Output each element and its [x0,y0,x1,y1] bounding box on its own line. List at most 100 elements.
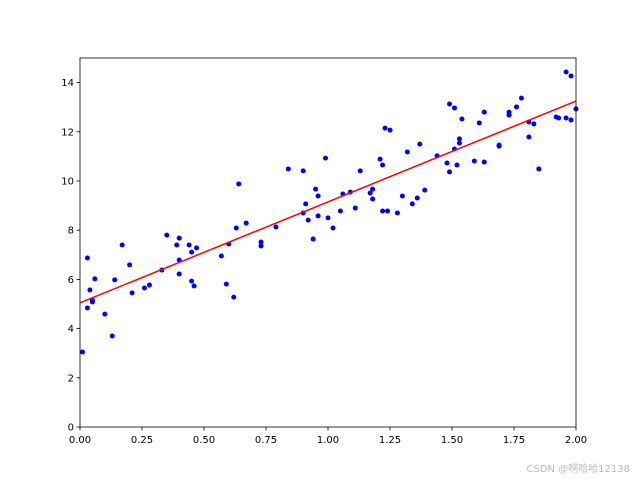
point [454,162,460,168]
point [447,169,453,175]
point [174,242,180,248]
y-tick-label: 10 [61,177,74,188]
point [300,168,306,174]
point [382,125,388,131]
point [315,213,321,219]
point [258,239,264,245]
x-tick-label: 0.25 [131,435,153,446]
point [315,193,321,199]
point [370,186,376,192]
point [481,109,487,115]
point [189,278,195,284]
y-tick-label: 14 [61,78,74,89]
point [563,115,569,121]
point [176,235,182,241]
point [447,101,453,107]
x-tick-label: 1.25 [379,435,401,446]
point [84,255,90,261]
point [223,281,229,287]
point [146,282,152,288]
point [325,215,331,221]
point [370,196,376,202]
point [556,115,562,121]
point [285,166,291,172]
point [568,117,574,123]
point [92,276,98,282]
point [79,349,85,355]
point [414,195,420,201]
point [141,285,147,291]
point [444,160,450,166]
point [194,245,200,251]
x-tick-label: 1.75 [503,435,525,446]
point [89,299,95,305]
point [310,236,316,242]
point [102,311,108,317]
point [191,283,197,289]
y-tick-label: 6 [68,275,74,286]
y-tick-label: 4 [68,324,74,335]
point [394,210,400,216]
x-tick-label: 0.50 [193,435,215,446]
point [380,208,386,214]
point [313,186,319,192]
point [236,181,242,187]
point [109,333,115,339]
point [536,166,542,172]
point [258,243,264,249]
point [337,208,343,214]
point [563,69,569,75]
y-tick-label: 12 [61,127,74,138]
point [409,201,415,207]
point [164,232,170,238]
point [531,121,537,127]
point [404,149,410,155]
point [330,225,336,231]
point [387,127,393,133]
axes-frame [79,57,577,428]
point [459,116,465,122]
point [129,290,135,296]
line [79,100,577,304]
point [568,73,574,79]
point [176,271,182,277]
point [231,294,237,300]
point [417,141,423,147]
y-tick-label: 8 [68,226,74,237]
point [243,220,249,226]
point [233,225,239,231]
point [481,159,487,165]
point [526,134,532,140]
point [189,249,195,255]
point [456,140,462,146]
x-tick-label: 1.50 [441,435,463,446]
point [422,187,428,193]
point [377,156,383,162]
point [385,208,391,214]
point [186,242,192,248]
point [112,277,118,283]
point [476,120,482,126]
x-tick-label: 1.00 [317,435,339,446]
point [496,142,502,148]
point [367,190,373,196]
point [303,201,309,207]
point [352,205,358,211]
point [84,305,90,311]
point [127,262,133,268]
y-tick-label: 0 [68,423,74,434]
point [456,136,462,142]
point [513,104,519,110]
point [273,224,279,230]
y-tick-label: 2 [68,373,74,384]
point [87,287,93,293]
point [305,217,311,223]
point [380,162,386,168]
x-tick-label: 0.00 [69,435,91,446]
point [323,155,329,161]
point [119,242,125,248]
point [506,109,512,115]
point [518,95,524,101]
